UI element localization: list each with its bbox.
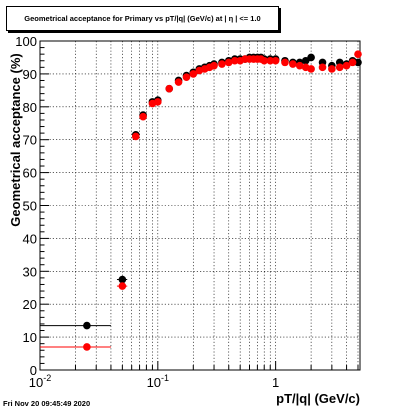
data-point [131,132,140,141]
chart-title: Geometrical acceptance for Primary vs pT… [6,6,279,31]
data-point [348,58,357,67]
data-point [335,63,344,72]
data-point [118,275,127,284]
x-tick-exponent: -1 [161,373,169,383]
y-tick-label: 50 [23,199,37,214]
data-point [189,70,198,78]
y-tick-label: 70 [23,133,37,148]
data-point [83,321,91,330]
y-tick-label: 60 [23,166,37,181]
data-point [224,58,233,67]
y-tick-label: 0 [30,363,37,378]
data-point [307,65,315,73]
y-axis-label: Geometrical acceptance (%) [8,53,23,226]
y-tick-label: 30 [23,264,37,279]
data-points [40,50,362,351]
data-point [281,58,289,67]
data-point [342,61,351,70]
data-point [307,53,315,62]
x-tick-label: 1 [272,375,279,390]
x-tick-label: 10-1 [147,373,169,390]
data-point [139,112,147,121]
data-point [271,56,280,65]
x-tick-label: 10-2 [29,373,51,390]
data-point [165,84,174,93]
data-point [230,56,239,65]
axis-ticks [39,40,359,371]
series-1 [40,50,362,351]
data-point [182,73,191,81]
data-point [289,60,297,68]
footer-timestamp: Fri Nov 20 09:45:49 2020 [3,399,91,408]
x-tick-labels: 10-2 10-1 1 [29,373,279,390]
data-point [118,282,127,290]
y-tick-labels: 0 10 20 30 40 50 60 70 80 90 100 [15,34,37,378]
data-point [174,78,183,86]
data-point [266,56,275,65]
y-tick-label: 10 [23,330,37,345]
y-tick-label: 40 [23,231,37,246]
data-point [260,56,269,65]
data-point [210,61,218,70]
grid-lines [40,41,360,370]
y-tick-label: 80 [23,100,37,115]
series-0 [40,53,362,330]
y-tick-label: 20 [23,297,37,312]
x-tick-exponent: -2 [43,373,51,383]
data-point [354,58,362,67]
data-point [328,65,336,73]
data-point [83,343,91,351]
y-tick-label: 100 [15,34,37,49]
data-point [295,61,304,70]
data-point [154,98,162,106]
y-tick-label: 90 [23,67,37,82]
data-point [354,50,362,58]
x-axis-label: pT/|q| (GeV/c) [276,391,360,406]
data-point [318,63,327,72]
data-point [218,60,226,68]
